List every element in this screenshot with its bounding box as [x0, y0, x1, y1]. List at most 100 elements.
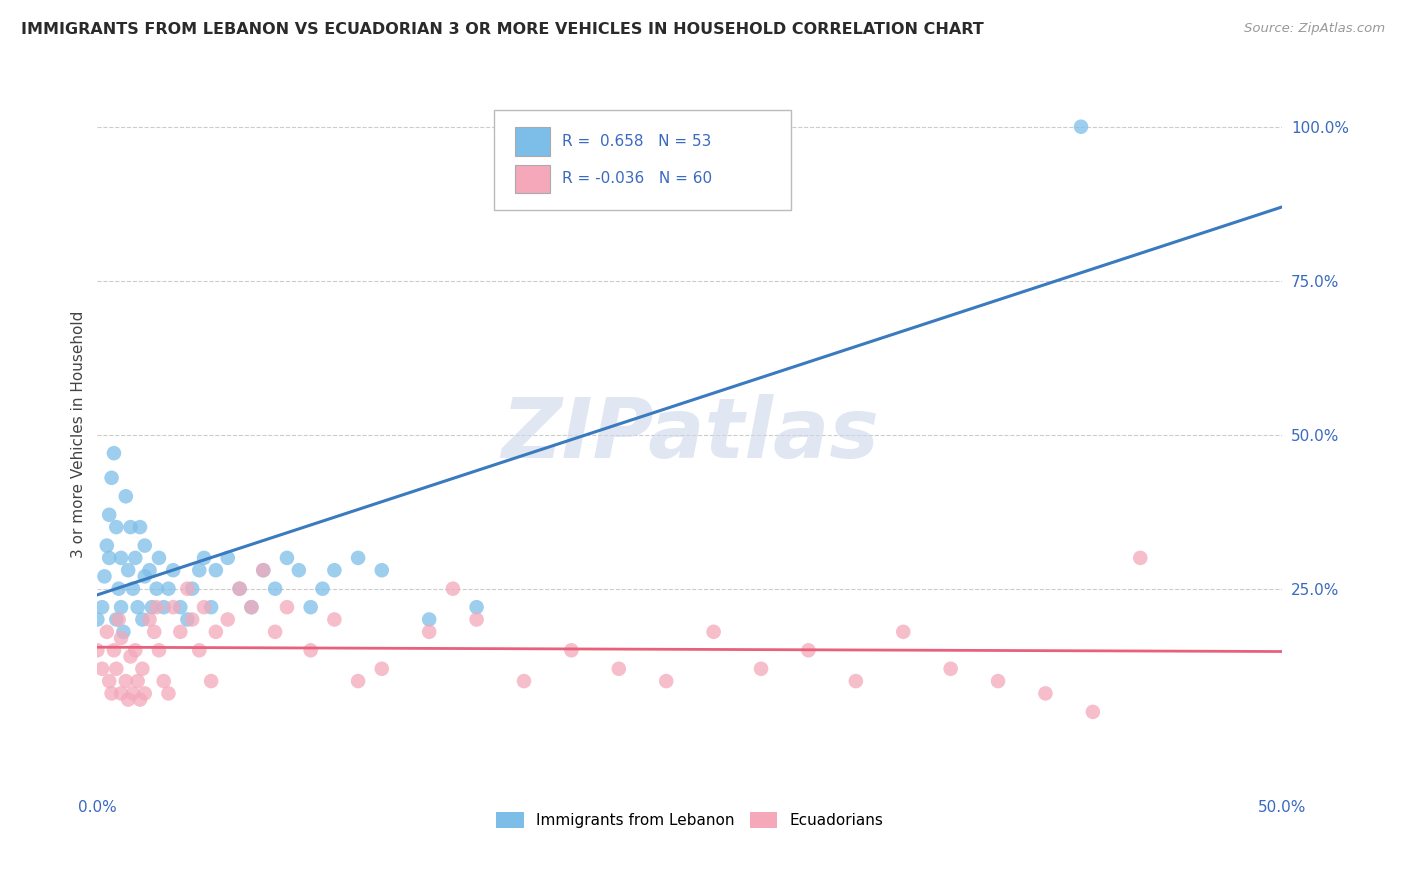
Point [749, 662, 772, 676]
Point [117, 692, 139, 706]
Point [845, 674, 868, 689]
Point [129, 520, 152, 534]
Point [98, 508, 121, 522]
Text: Source: ZipAtlas.com: Source: ZipAtlas.com [1244, 22, 1385, 36]
Point [252, 563, 274, 577]
Point [162, 563, 184, 577]
Point [105, 662, 128, 676]
Point [145, 600, 167, 615]
Point [228, 582, 250, 596]
Point [181, 612, 204, 626]
Point [939, 662, 962, 676]
Point [240, 600, 263, 615]
Point [120, 520, 142, 534]
Point [513, 674, 536, 689]
Text: IMMIGRANTS FROM LEBANON VS ECUADORIAN 3 OR MORE VEHICLES IN HOUSEHOLD CORRELATIO: IMMIGRANTS FROM LEBANON VS ECUADORIAN 3 … [21, 22, 984, 37]
Point [323, 612, 346, 626]
Point [127, 600, 149, 615]
Point [181, 582, 204, 596]
Point [134, 539, 156, 553]
Point [117, 563, 139, 577]
Point [124, 643, 146, 657]
Point [217, 612, 239, 626]
Point [138, 612, 160, 626]
Point [131, 662, 153, 676]
Text: R =  0.658   N = 53: R = 0.658 N = 53 [562, 135, 711, 149]
Point [110, 600, 132, 615]
Point [157, 582, 180, 596]
Point [138, 563, 160, 577]
Text: R = -0.036   N = 60: R = -0.036 N = 60 [562, 171, 711, 186]
Point [655, 674, 678, 689]
Point [347, 674, 370, 689]
Point [100, 471, 122, 485]
Point [418, 624, 440, 639]
Point [124, 550, 146, 565]
Point [299, 643, 322, 657]
FancyBboxPatch shape [515, 128, 550, 156]
Point [100, 686, 122, 700]
Point [112, 624, 135, 639]
Point [205, 563, 228, 577]
Point [418, 612, 440, 626]
Point [560, 643, 582, 657]
Point [169, 624, 191, 639]
Point [1035, 686, 1057, 700]
Point [122, 686, 145, 700]
Point [264, 624, 287, 639]
Point [91, 662, 114, 676]
Point [217, 550, 239, 565]
Point [105, 520, 128, 534]
Point [98, 550, 121, 565]
Point [441, 582, 464, 596]
Point [98, 674, 121, 689]
Point [299, 600, 322, 615]
Point [188, 563, 211, 577]
Point [152, 600, 174, 615]
Point [103, 446, 125, 460]
Point [110, 631, 132, 645]
Point [91, 600, 114, 615]
Point [347, 550, 370, 565]
Y-axis label: 3 or more Vehicles in Household: 3 or more Vehicles in Household [72, 311, 86, 558]
Point [96, 624, 118, 639]
Point [703, 624, 725, 639]
Point [131, 612, 153, 626]
Point [127, 674, 149, 689]
FancyBboxPatch shape [515, 165, 550, 194]
Point [465, 600, 488, 615]
Point [323, 563, 346, 577]
Point [465, 612, 488, 626]
Point [891, 624, 914, 639]
Point [228, 582, 250, 596]
Point [114, 489, 136, 503]
Point [240, 600, 263, 615]
Point [86, 643, 108, 657]
Point [188, 643, 211, 657]
Point [93, 569, 115, 583]
Point [152, 674, 174, 689]
Point [157, 686, 180, 700]
Point [110, 686, 132, 700]
Point [276, 550, 298, 565]
Point [176, 612, 198, 626]
Text: ZIPatlas: ZIPatlas [501, 394, 879, 475]
Legend: Immigrants from Lebanon, Ecuadorians: Immigrants from Lebanon, Ecuadorians [491, 806, 890, 834]
Point [122, 582, 145, 596]
Point [141, 600, 163, 615]
Point [987, 674, 1010, 689]
Point [371, 662, 394, 676]
Point [1081, 705, 1104, 719]
Point [311, 582, 333, 596]
Point [103, 643, 125, 657]
Point [169, 600, 191, 615]
Point [96, 539, 118, 553]
Point [1070, 120, 1092, 134]
Point [114, 674, 136, 689]
Point [193, 600, 215, 615]
FancyBboxPatch shape [495, 110, 790, 210]
Point [1129, 550, 1152, 565]
Point [110, 550, 132, 565]
Point [148, 643, 170, 657]
Point [120, 649, 142, 664]
